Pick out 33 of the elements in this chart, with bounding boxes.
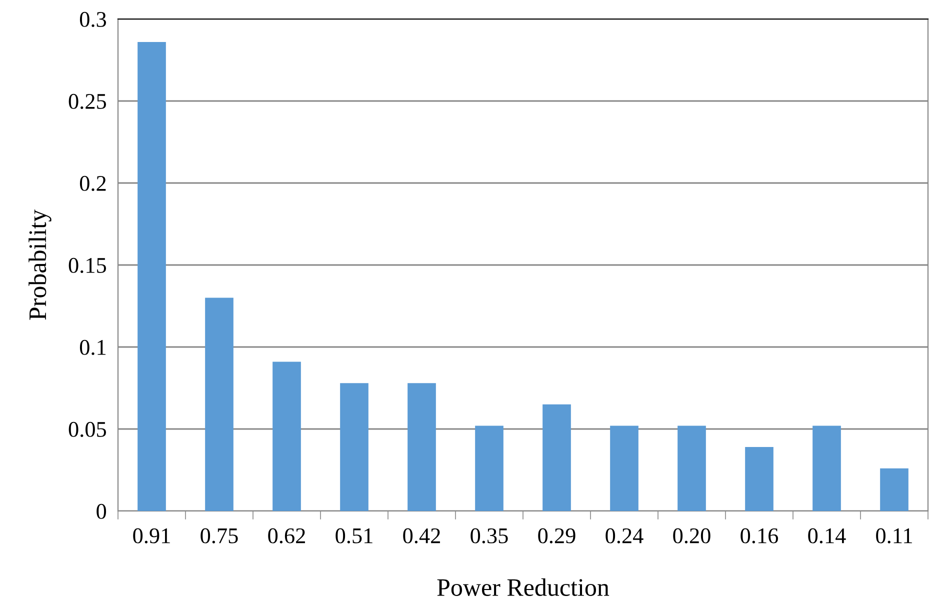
y-tick-label: 0.3 [80, 12, 106, 28]
y-axis-title: Probability [28, 210, 52, 320]
y-tick-label: 0.2 [80, 176, 106, 192]
y-tick-label: 0 [96, 504, 106, 519]
bar [272, 362, 301, 511]
bar [542, 404, 571, 511]
y-tick-label: 0.15 [68, 258, 106, 274]
bar [205, 298, 234, 511]
x-axis-title: Power Reduction [437, 578, 610, 596]
x-tick-label: 0.16 [740, 528, 778, 544]
x-tick-label: 0.62 [268, 528, 305, 544]
bar [138, 42, 166, 511]
x-tick-label: 0.51 [336, 528, 372, 544]
bar [340, 383, 368, 511]
x-tick-label: 0.11 [876, 528, 912, 544]
bar [408, 383, 436, 511]
y-tick-label: 0.05 [68, 422, 106, 438]
bar [880, 468, 908, 511]
x-tick-label: 0.35 [470, 528, 508, 544]
x-tick-label: 0.42 [403, 528, 440, 544]
x-tick-label: 0.29 [538, 528, 576, 544]
bar [678, 426, 706, 511]
x-tick-label: 0.14 [808, 528, 846, 544]
bar [475, 426, 504, 511]
x-tick-label: 0.91 [133, 528, 170, 544]
x-tick-label: 0.75 [200, 528, 238, 544]
x-tick-label: 0.20 [673, 528, 710, 544]
bar [610, 426, 638, 511]
bar [745, 447, 774, 511]
y-tick-label: 0.1 [80, 340, 106, 356]
bar [812, 426, 841, 511]
y-tick-label: 0.25 [68, 94, 106, 110]
x-tick-label: 0.24 [606, 528, 644, 544]
